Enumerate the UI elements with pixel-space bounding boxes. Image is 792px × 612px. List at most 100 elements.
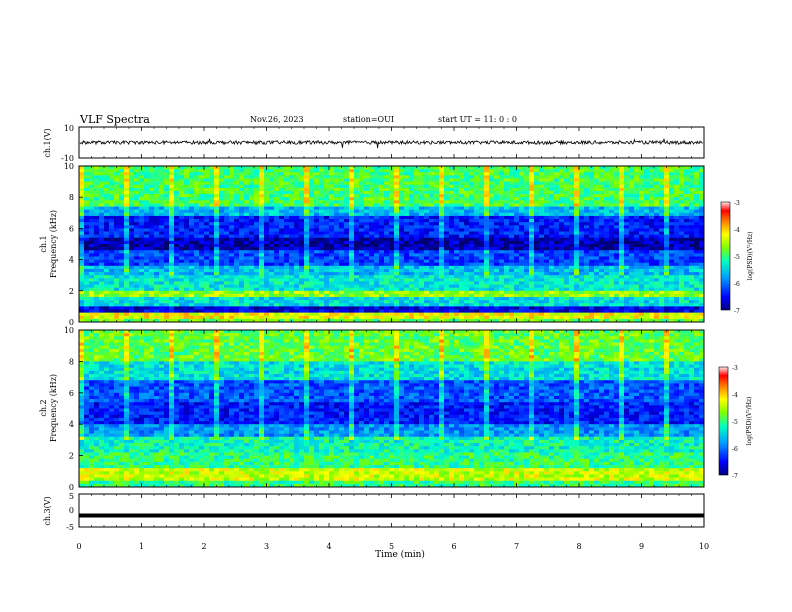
spectrogram-cell <box>219 275 224 278</box>
spectrogram-cell <box>389 210 394 213</box>
spectrogram-cell <box>254 197 259 200</box>
spectrogram-cell <box>154 169 159 172</box>
spectrogram-cell <box>474 275 479 278</box>
spectrogram-cell <box>459 197 464 200</box>
spectrogram-cell <box>244 219 249 222</box>
spectrogram-cell <box>479 275 484 278</box>
ch1-waveform-ylabel: ch.1(V) <box>43 128 52 157</box>
spectrogram-cell <box>334 272 339 275</box>
spectrogram-cell <box>214 182 219 185</box>
spectrogram-cell <box>344 207 349 210</box>
spectrogram-cell <box>314 188 319 191</box>
spectrogram-cell <box>559 278 564 281</box>
spectrogram-cell <box>269 185 274 188</box>
spectrogram-cell <box>134 235 139 238</box>
spectrogram-cell <box>289 260 294 263</box>
spectrogram-cell <box>84 225 89 228</box>
spectrogram-cell <box>134 175 139 178</box>
spectrogram-cell <box>304 203 309 206</box>
spectrogram-cell <box>469 228 474 231</box>
spectrogram-cell <box>534 238 539 241</box>
spectrogram-cell <box>394 225 399 228</box>
spectrogram-cell <box>269 182 274 185</box>
spectrogram-cell <box>209 288 214 291</box>
spectrogram-cell <box>694 178 699 181</box>
spectrogram-cell <box>644 256 649 259</box>
spectrogram-cell <box>464 219 469 222</box>
spectrogram-cell <box>429 253 434 256</box>
spectrogram-cell <box>119 247 124 250</box>
spectrogram-cell <box>84 288 89 291</box>
spectrogram-cell <box>294 172 299 175</box>
spectrogram-cell <box>449 244 454 247</box>
spectrogram-cell <box>314 228 319 231</box>
spectrogram-cell <box>549 269 554 272</box>
spectrogram-cell <box>304 178 309 181</box>
spectrogram-cell <box>529 269 534 272</box>
spectrogram-cell <box>304 278 309 281</box>
spectrogram-cell <box>349 172 354 175</box>
spectrogram-cell <box>259 275 264 278</box>
spectrogram-cell <box>199 244 204 247</box>
spectrogram-cell <box>494 175 499 178</box>
spectrogram-cell <box>604 238 609 241</box>
spectrogram-cell <box>599 169 604 172</box>
spectrogram-cell <box>669 175 674 178</box>
spectrogram-cell <box>314 250 319 253</box>
spectrogram-cell <box>359 182 364 185</box>
spectrogram-cell <box>424 210 429 213</box>
spectrogram-cell <box>179 238 184 241</box>
spectrogram-cell <box>269 166 274 169</box>
spectrogram-cell <box>379 285 384 288</box>
spectrogram-cell <box>204 266 209 269</box>
spectrogram-cell <box>249 166 254 169</box>
spectrogram-cell <box>144 253 149 256</box>
spectrogram-cell <box>384 285 389 288</box>
spectrogram-cell <box>489 188 494 191</box>
spectrogram-cell <box>359 210 364 213</box>
spectrogram-cell <box>279 194 284 197</box>
station-label: station=OUI <box>343 115 394 124</box>
ch1-spectrogram-panel: 0246810 ch.1 Frequency (kHz) <box>39 162 704 327</box>
spectrogram-cell <box>664 185 669 188</box>
spectrogram-cell <box>174 266 179 269</box>
spectrogram-cell <box>149 210 154 213</box>
spectrogram-cell <box>399 219 404 222</box>
spectrogram-cell <box>404 188 409 191</box>
spectrogram-cell <box>239 253 244 256</box>
spectrogram-cell <box>659 178 664 181</box>
spectrogram-cell <box>384 250 389 253</box>
spectrogram-cell <box>264 241 269 244</box>
spectrogram-cell <box>559 207 564 210</box>
spectrogram-cell <box>339 238 344 241</box>
spectrogram-cell <box>514 172 519 175</box>
spectrogram-cell <box>474 203 479 206</box>
spectrogram-cell <box>449 253 454 256</box>
spectrogram-cell <box>394 285 399 288</box>
spectrogram-cell <box>434 182 439 185</box>
spectrogram-cell <box>274 278 279 281</box>
spectrogram-cell <box>654 178 659 181</box>
spectrogram-cell <box>399 216 404 219</box>
spectrogram-cell <box>614 194 619 197</box>
spectrogram-cell <box>304 194 309 197</box>
spectrogram-cell <box>424 213 429 216</box>
spectrogram-cell <box>689 203 694 206</box>
spectrogram-cell <box>294 278 299 281</box>
spectrogram-cell <box>229 285 234 288</box>
spectrogram-cell <box>469 219 474 222</box>
spectrogram-cell <box>424 207 429 210</box>
spectrogram-cell <box>549 185 554 188</box>
spectrogram-cell <box>164 281 169 284</box>
spectrogram-cell <box>204 244 209 247</box>
spectrogram-cell <box>369 241 374 244</box>
spectrogram-cell <box>334 175 339 178</box>
spectrogram-cell <box>164 238 169 241</box>
spectrogram-cell <box>324 232 329 235</box>
spectrogram-cell <box>329 178 334 181</box>
spectrogram-cell <box>659 269 664 272</box>
spectrogram-cell <box>264 247 269 250</box>
spectrogram-cell <box>379 260 384 263</box>
spectrogram-cell <box>234 263 239 266</box>
spectrogram-cell <box>644 238 649 241</box>
